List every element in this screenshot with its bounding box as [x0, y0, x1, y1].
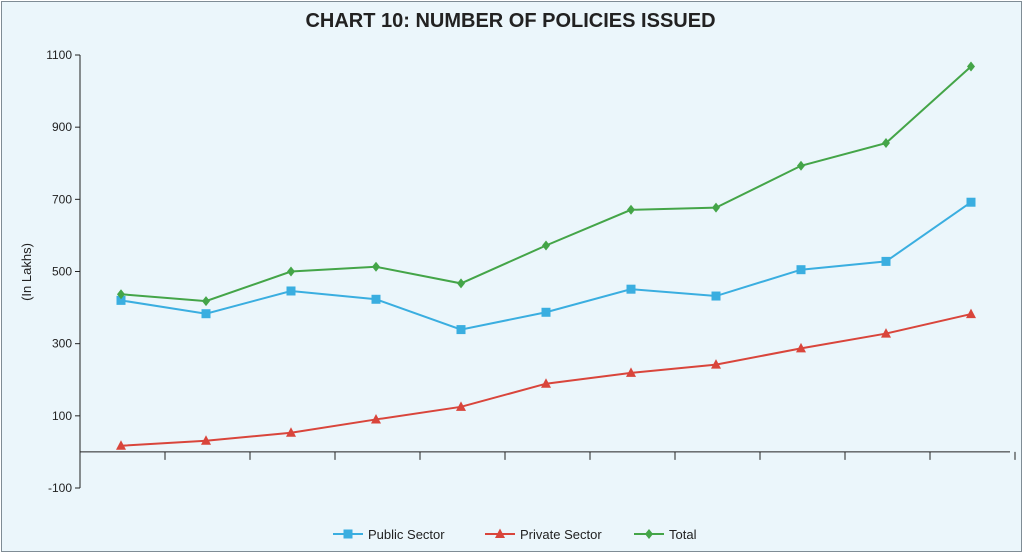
legend-item-public-sector: Public Sector [333, 527, 445, 542]
y-tick-label: 100 [52, 409, 72, 423]
data-point-private-sector [966, 308, 976, 319]
data-point-private-sector [711, 359, 721, 369]
data-point-private-sector [626, 367, 636, 377]
data-point-total [712, 202, 720, 213]
data-point-public-sector [796, 265, 806, 275]
data-point-private-sector [541, 378, 551, 388]
legend-item-total: Total [634, 527, 697, 542]
data-point-private-sector [371, 413, 381, 424]
data-point-public-sector [371, 294, 381, 304]
data-point-public-sector [456, 325, 466, 335]
series-layer [116, 61, 976, 450]
legend-item-private-sector: Private Sector [485, 527, 602, 542]
data-point-total [542, 240, 550, 251]
legend-label: Public Sector [368, 527, 445, 542]
data-point-total [287, 266, 295, 277]
series-private-sector [116, 308, 976, 450]
data-point-public-sector [711, 291, 721, 301]
data-point-private-sector [286, 427, 296, 437]
series-public-sector [116, 197, 976, 335]
data-point-total [797, 160, 805, 171]
data-point-total [202, 296, 210, 307]
y-tick-label: 700 [52, 192, 72, 206]
data-point-total [117, 289, 125, 300]
data-point-total [627, 204, 635, 215]
data-point-public-sector [626, 284, 636, 294]
legend-label: Private Sector [520, 527, 602, 542]
data-point-total [882, 138, 890, 149]
legend-marker [495, 528, 505, 538]
data-point-public-sector [116, 295, 126, 305]
legend: Public Sector Private Sector Total [333, 527, 697, 542]
data-point-public-sector [966, 197, 976, 207]
data-point-total [457, 278, 465, 289]
data-point-private-sector [796, 342, 806, 353]
data-point-public-sector [541, 307, 551, 317]
chart-title: CHART 10: NUMBER OF POLICIES ISSUED [305, 10, 716, 32]
legend-marker [645, 529, 653, 539]
y-tick-label: 1100 [46, 48, 72, 62]
legend-label: Total [669, 527, 697, 542]
data-point-public-sector [881, 256, 891, 266]
y-tick-label: 900 [52, 120, 72, 134]
series-total [117, 61, 975, 307]
y-tick-labels: -100 100 300 500 700 900 1100 [46, 48, 72, 495]
y-tick-label: -100 [48, 481, 72, 495]
y-tick-label: 500 [52, 265, 72, 279]
data-point-public-sector [201, 309, 211, 319]
data-point-private-sector [881, 328, 891, 338]
data-point-total [372, 261, 380, 272]
data-point-private-sector [116, 440, 126, 450]
data-point-private-sector [456, 401, 466, 411]
y-axis-title: (In Lakhs) [19, 243, 34, 301]
data-point-total [967, 61, 975, 72]
data-point-public-sector [286, 286, 296, 296]
data-point-private-sector [201, 435, 211, 445]
y-tick-label: 300 [52, 337, 72, 351]
legend-marker [343, 529, 353, 539]
axes [75, 54, 1016, 489]
